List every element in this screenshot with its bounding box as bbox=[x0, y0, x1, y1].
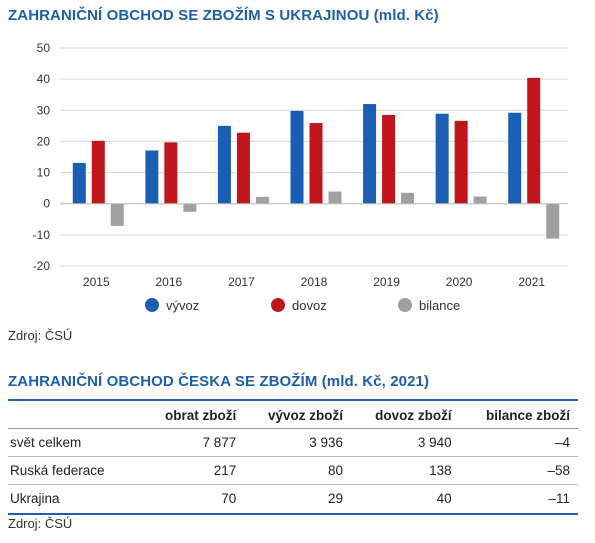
table-header-cell: bilance zboží bbox=[459, 402, 578, 429]
table-row: Ukrajina 70 29 40 –11 bbox=[8, 485, 578, 513]
table-cell: 7 877 bbox=[142, 428, 245, 457]
table-cell: Ukrajina bbox=[10, 491, 60, 506]
y-tick-label: 40 bbox=[37, 72, 51, 86]
table-header-cell bbox=[8, 402, 143, 429]
table-title-unit: (mld. Kč, 2021) bbox=[321, 373, 430, 390]
x-tick-label: 2015 bbox=[83, 275, 110, 289]
chart-source: Zdroj: ČSÚ bbox=[8, 328, 73, 343]
table-header-cell: vývoz zboží bbox=[244, 402, 352, 429]
bar-dovoz-2019 bbox=[382, 114, 396, 204]
x-tick-label: 2016 bbox=[156, 275, 183, 289]
chart-title-unit: (mld. Kč) bbox=[373, 7, 439, 24]
legend-label-vývoz: vývoz bbox=[166, 298, 199, 313]
table-title-text: ZAHRANIČNÍ OBCHOD ČESKA SE ZBOŽÍM bbox=[8, 373, 318, 390]
legend-marker-dovoz bbox=[271, 298, 285, 312]
bar-bilance-2016 bbox=[183, 203, 197, 212]
legend-label-dovoz: dovoz bbox=[292, 298, 327, 313]
bar-dovoz-2017 bbox=[236, 132, 250, 204]
table-cell: 40 bbox=[436, 491, 452, 506]
bar-vývoz-2020 bbox=[435, 113, 449, 204]
table-cell: 3 936 bbox=[244, 428, 352, 457]
table-header-row: obrat zboží vývoz zboží dovoz zboží bila… bbox=[8, 402, 578, 429]
table-row: svět celkem 7 877 3 936 3 940 –4 bbox=[8, 428, 578, 457]
y-tick-label: 20 bbox=[37, 134, 51, 148]
y-tick-label: 50 bbox=[37, 41, 51, 55]
table-cell: –58 bbox=[459, 456, 578, 485]
bar-vývoz-2019 bbox=[363, 104, 377, 204]
x-tick-label: 2017 bbox=[228, 275, 255, 289]
table-top-rule bbox=[8, 399, 578, 401]
bar-bilance-2017 bbox=[255, 196, 269, 204]
y-tick-label: 30 bbox=[37, 103, 51, 117]
table-bottom-rule bbox=[8, 513, 578, 515]
bar-dovoz-2016 bbox=[164, 142, 178, 204]
bar-chart: -20 -10 0 10 20 30 40 50 2015 2016 2017 2018 2019 202… bbox=[33, 41, 568, 313]
legend-marker-vývoz bbox=[145, 298, 159, 312]
bar-dovoz-2018 bbox=[309, 123, 323, 204]
y-tick-label: 0 bbox=[43, 197, 50, 211]
table-header-cell: obrat zboží bbox=[142, 402, 245, 429]
y-tick-label: -10 bbox=[33, 228, 51, 242]
legend-label-bilance: bilance bbox=[419, 298, 460, 313]
bar-dovoz-2020 bbox=[454, 120, 468, 204]
bar-bilance-2018 bbox=[328, 191, 342, 204]
bar-bilance-2019 bbox=[401, 192, 415, 204]
bar-bilance-2021 bbox=[546, 203, 560, 239]
y-tick-label: -20 bbox=[33, 259, 51, 273]
table-cell: 70 bbox=[221, 491, 237, 506]
bar-vývoz-2018 bbox=[290, 110, 304, 204]
bar-dovoz-2021 bbox=[527, 77, 541, 204]
table-cell: Ruská federace bbox=[8, 456, 143, 485]
bar-vývoz-2017 bbox=[217, 125, 231, 204]
table-header-cell: dovoz zboží bbox=[351, 402, 460, 429]
table-cell: –4 bbox=[459, 428, 578, 457]
bar-vývoz-2016 bbox=[145, 150, 159, 204]
table-cell: 138 bbox=[351, 456, 460, 485]
x-tick-label: 2019 bbox=[373, 275, 400, 289]
table-cell: 80 bbox=[244, 456, 352, 485]
legend-marker-bilance bbox=[398, 298, 412, 312]
x-tick-label: 2018 bbox=[301, 275, 328, 289]
bar-bilance-2020 bbox=[473, 196, 487, 204]
bar-dovoz-2015 bbox=[91, 140, 105, 204]
bar-vývoz-2015 bbox=[72, 162, 86, 204]
table-source: Zdroj: ČSÚ bbox=[8, 516, 73, 531]
table-cell: 29 bbox=[327, 491, 344, 506]
table-cell: –11 bbox=[548, 491, 570, 506]
bar-vývoz-2021 bbox=[508, 112, 522, 204]
table-row: Ruská federace 217 80 138 –58 bbox=[8, 456, 578, 485]
table-cell: 217 bbox=[142, 456, 245, 485]
x-tick-label: 2021 bbox=[518, 275, 545, 289]
bar-bilance-2015 bbox=[110, 203, 124, 226]
trade-table: obrat zboží vývoz zboží dovoz zboží bila… bbox=[8, 402, 578, 512]
table-title: ZAHRANIČNÍ OBCHOD ČESKA SE ZBOŽÍM (mld. … bbox=[8, 373, 429, 390]
table-cell: svět celkem bbox=[8, 428, 143, 457]
y-tick-label: 10 bbox=[37, 166, 51, 180]
chart-title: ZAHRANIČNÍ OBCHOD SE ZBOŽÍM S UKRAJINOU … bbox=[8, 7, 439, 24]
chart-title-text: ZAHRANIČNÍ OBCHOD SE ZBOŽÍM S UKRAJINOU bbox=[8, 7, 370, 24]
x-tick-label: 2020 bbox=[446, 275, 473, 289]
table-cell: 3 940 bbox=[351, 428, 460, 457]
